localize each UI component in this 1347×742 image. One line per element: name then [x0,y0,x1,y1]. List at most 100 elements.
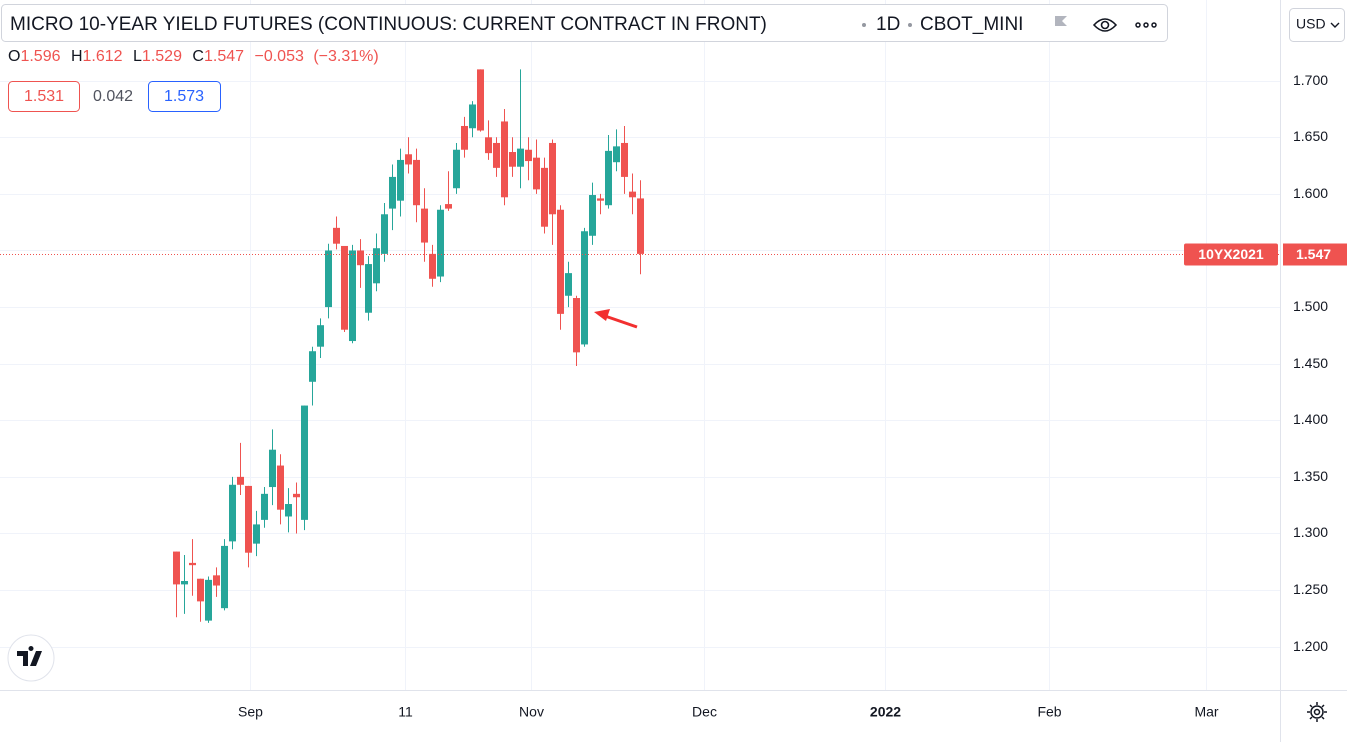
tv-logo[interactable] [7,634,55,682]
y-tick-label: 1.450 [1293,355,1328,371]
candle-body [629,191,636,198]
symbol-tag [1184,243,1278,266]
candle-body [589,195,596,236]
ask: 1.573 [164,88,204,105]
flag-icon[interactable] [1055,16,1067,26]
candle-body [573,298,580,353]
candle-body [181,580,188,585]
x-tick-label: Dec [692,704,717,720]
spread: 0.042 [93,88,133,105]
candle-body [637,198,644,254]
currency-button[interactable] [1289,8,1345,42]
plot [0,69,1280,623]
exchange: CBOT_MINI [920,14,1023,35]
candle-body [413,159,420,206]
x-tick-label: Nov [519,704,544,720]
y-tick-label: 1.500 [1293,298,1328,314]
candle-body [501,121,508,198]
y-tick-label: 1.400 [1293,411,1328,427]
candle-body [197,578,204,602]
symbol-label: 10YX2021 [1198,246,1264,262]
y-tick-label: 1.350 [1293,468,1328,484]
separator [862,23,866,27]
candle-body [605,150,612,206]
chevron [1330,22,1340,28]
candle-body [541,167,548,227]
candle-body [493,142,500,168]
candle-body [173,551,180,585]
candle-body [365,264,372,313]
candle-body [613,146,620,163]
candle-body [333,227,340,244]
candle-body [261,493,268,520]
value: 1.547 [204,48,244,65]
candle-body [237,476,244,485]
candle-body [389,176,396,209]
candle-body [309,351,316,382]
candle-body [533,157,540,190]
candle-body [461,125,468,150]
ohlc-legend: O1.596 H1.612 L1.529 C1.547 −0.053 (−3.3… [8,48,379,65]
candle-body [557,209,564,314]
candle-body [189,562,196,566]
y-tick-label: 1.300 [1293,524,1328,540]
candle-body [565,273,572,296]
y-tick-label: 1.200 [1293,638,1328,654]
candle-body [597,198,604,201]
candle-body [341,245,348,330]
chart-title: MICRO 10-YEAR YIELD FUTURES (CONTINUOUS:… [10,14,767,35]
interval: 1D [876,14,900,35]
candle-body [213,575,220,586]
candle-body [549,142,556,215]
candle-body [301,405,308,520]
candle-body [517,148,524,167]
value: 1.529 [142,48,182,65]
arrow-annotation [594,309,638,329]
candle-body [429,253,436,279]
candle-body [229,484,236,542]
label: C [192,48,204,65]
sell-box[interactable] [8,81,80,112]
candle-body [205,579,212,621]
value: 1.612 [83,48,123,65]
candle-body [357,250,364,266]
candle-body [373,248,380,284]
more-icon[interactable] [1135,22,1157,28]
price-tag [1283,243,1347,266]
buy-box[interactable] [148,81,221,112]
change: −0.053 [254,48,303,65]
candle-body [477,69,484,131]
title-box[interactable] [1,4,1168,42]
candle-body [349,250,356,342]
separator [908,23,912,27]
bid: 1.531 [24,88,64,105]
candle-body [469,104,476,129]
candle-body [245,485,252,553]
candle-body [293,493,300,498]
candle-body [485,137,492,154]
candle-body [453,149,460,189]
label: O [8,48,20,65]
settings-icon[interactable] [1307,702,1327,722]
candle-body [221,545,228,609]
label: H [71,48,83,65]
label: L [133,48,142,65]
candle-body [397,159,404,201]
x-tick-label: Feb [1037,704,1061,720]
x-tick-label: Sep [238,704,263,720]
change-pct: (−3.31%) [313,48,378,65]
eye-icon[interactable] [1092,18,1118,32]
candle-body [325,250,332,308]
candle-body [437,209,444,277]
candle-body [581,231,588,345]
candle-body [525,149,532,162]
y-tick-label: 1.250 [1293,581,1328,597]
candle-body [317,325,324,347]
x-tick-label: 2022 [870,704,901,720]
y-tick-label: 1.650 [1293,128,1328,144]
x-tick-label: Mar [1194,704,1218,720]
grid [0,0,1280,690]
candle-body [445,204,452,209]
